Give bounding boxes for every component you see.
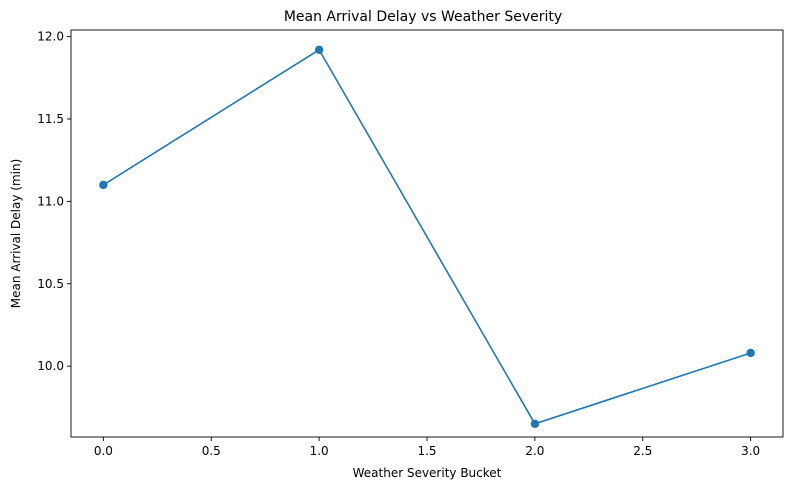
series-line (102, 48, 751, 425)
x-tick-label: 0.0 (94, 444, 113, 458)
x-tick-label: 3.0 (741, 444, 760, 458)
x-tick-label: 0.5 (202, 444, 221, 458)
data-point (530, 419, 540, 429)
y-axis-label: Mean Arrival Delay (min) (9, 159, 23, 309)
x-axis: 0.0 0.5 1.0 1.5 2.0 2.5 3.0 (94, 437, 760, 458)
plot-frame (70, 29, 784, 438)
x-tick-label: 2.0 (525, 444, 544, 458)
y-tick-label: 11.0 (37, 194, 64, 208)
x-tick-label: 1.0 (310, 444, 329, 458)
y-tick-label: 10.5 (37, 277, 64, 291)
x-axis-label: Weather Severity Bucket (353, 466, 502, 480)
y-axis: 10.0 10.5 11.0 11.5 12.0 (37, 30, 71, 373)
data-point (314, 45, 324, 54)
y-tick-label: 10.0 (37, 359, 64, 373)
data-point (746, 348, 755, 358)
series-layer (99, 45, 755, 429)
x-tick-label: 1.5 (417, 444, 436, 458)
y-tick-label: 12.0 (37, 30, 64, 44)
chart-title: Mean Arrival Delay vs Weather Severity (284, 9, 562, 25)
y-tick-label: 11.5 (37, 112, 64, 126)
plot-area: 0.0 0.5 1.0 1.5 2.0 2.5 3.0 10.0 10.5 11.0 11.5 12… (37, 29, 784, 458)
data-point (99, 180, 108, 190)
x-tick-label: 2.5 (633, 444, 652, 458)
